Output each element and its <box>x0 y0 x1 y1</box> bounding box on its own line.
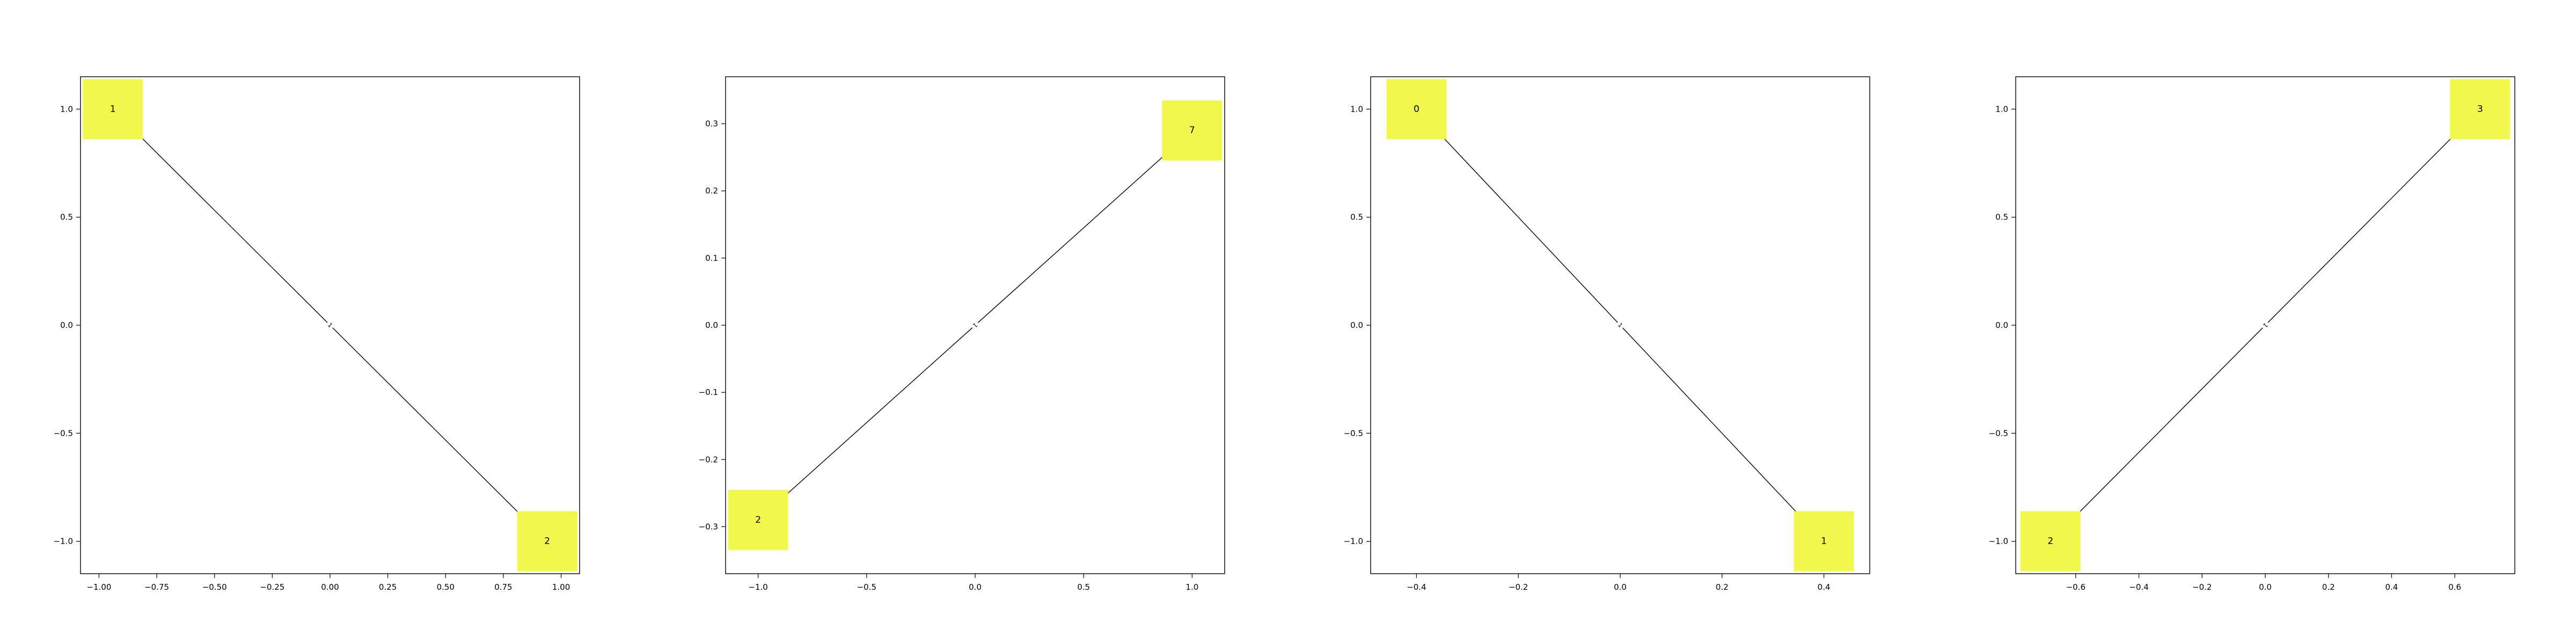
x-tick-label: 0.75 <box>494 582 512 592</box>
y-tick-label: −0.1 <box>699 387 718 397</box>
y-tick-label: 0.0 <box>1350 320 1363 330</box>
x-tick-label: 0.4 <box>2385 582 2398 592</box>
node-box <box>2450 79 2511 140</box>
y-tick-label: −1.0 <box>1989 537 2008 546</box>
x-tick-label: −0.4 <box>2129 582 2148 592</box>
y-tick-label: −1.0 <box>54 537 73 546</box>
node-box <box>517 511 577 572</box>
x-tick-label: 0.2 <box>1716 582 1729 592</box>
y-tick-label: −0.5 <box>54 428 73 438</box>
x-tick-label: 0.2 <box>2322 582 2335 592</box>
x-tick-label: 0.4 <box>1818 582 1831 592</box>
network-panel-2: 172−1.0 −0.5 0.0 0.5 1.00.30.20.10.0−0.1−0.2… <box>699 76 1225 592</box>
y-tick-label: 0.5 <box>1350 213 1363 222</box>
y-tick-label: 0.0 <box>705 320 718 330</box>
edge-label-background <box>2259 319 2272 332</box>
y-tick-label: −0.5 <box>1989 428 2008 438</box>
x-tick-label: −0.4 <box>1407 582 1426 592</box>
node-box <box>1162 100 1223 161</box>
x-tick-label: −0.2 <box>1509 582 1528 592</box>
edge-label-background <box>324 319 336 332</box>
x-tick-label: 1.0 <box>1185 582 1198 592</box>
x-tick-label: −0.50 <box>202 582 227 592</box>
node-box <box>83 79 143 140</box>
x-tick-label: 0.25 <box>379 582 397 592</box>
node-label: 0 <box>1414 104 1419 114</box>
x-tick-label: 0.50 <box>437 582 455 592</box>
y-tick-label: −0.2 <box>699 455 718 464</box>
x-tick-label: 0.0 <box>1614 582 1627 592</box>
x-tick-label: −0.6 <box>2066 582 2085 592</box>
y-tick-label: −0.5 <box>1344 428 1363 438</box>
y-tick-label: 0.5 <box>60 213 73 222</box>
x-tick-label: −0.25 <box>260 582 284 592</box>
node-label: 2 <box>544 536 550 547</box>
x-tick-label: 0.6 <box>2448 582 2461 592</box>
x-tick-label: −1.0 <box>748 582 767 592</box>
node-label: 2 <box>755 515 761 525</box>
y-tick-label: 0.3 <box>705 119 718 129</box>
node-box <box>1794 511 1854 572</box>
edge-label-background <box>1614 319 1627 332</box>
node-label: 7 <box>1189 125 1195 136</box>
x-tick-label: 0.0 <box>969 582 982 592</box>
node-label: 1 <box>1821 536 1827 547</box>
edge-label-background <box>969 319 982 332</box>
node-label: 3 <box>2477 104 2483 114</box>
y-tick-label: −1.0 <box>1344 537 1363 546</box>
y-tick-label: 1.0 <box>60 104 73 114</box>
x-tick-label: −0.75 <box>144 582 169 592</box>
y-tick-label: 0.1 <box>705 253 718 263</box>
x-tick-label: 0.5 <box>1077 582 1090 592</box>
x-tick-label: 1.00 <box>552 582 570 592</box>
node-label: 1 <box>110 104 116 114</box>
y-tick-label: −0.3 <box>699 522 718 531</box>
node-box <box>1386 79 1447 140</box>
x-tick-label: 0.00 <box>321 582 339 592</box>
x-tick-label: 0.0 <box>2259 582 2272 592</box>
node-label: 2 <box>2047 536 2053 547</box>
x-tick-label: −1.00 <box>86 582 111 592</box>
y-tick-label: 0.5 <box>1995 213 2008 222</box>
x-tick-label: −0.2 <box>2192 582 2212 592</box>
x-tick-label: −0.5 <box>857 582 876 592</box>
y-tick-label: 0.0 <box>60 320 73 330</box>
node-box <box>2020 511 2081 572</box>
y-tick-label: 0.2 <box>705 186 718 196</box>
network-panel-4: 132−0.6 −0.4 −0.2 0.0 0.2 0.4 0.61.00.50.0−0.5… <box>1989 76 2515 592</box>
network-panel-1: 112−1.00 −0.75 −0.50 −0.25 0.00 0.25 0.50 0.75 1… <box>54 76 580 592</box>
node-box <box>728 489 788 550</box>
network-panel-3: 101−0.4 −0.2 0.0 0.2 0.41.00.50.0−0.5−1.0 <box>1344 76 1870 592</box>
y-tick-label: 0.0 <box>1995 320 2008 330</box>
y-tick-label: 1.0 <box>1350 104 1363 114</box>
y-tick-label: 1.0 <box>1995 104 2008 114</box>
